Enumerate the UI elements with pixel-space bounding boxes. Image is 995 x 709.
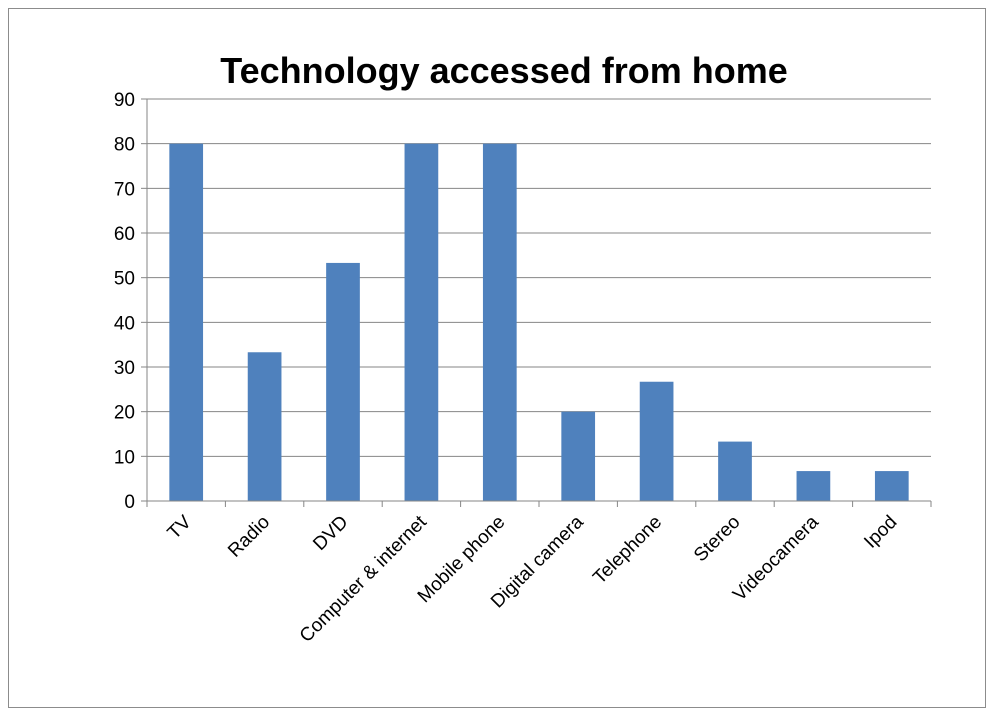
y-tick-label: 70 <box>114 179 135 200</box>
x-category-label: Stereo <box>690 512 744 566</box>
y-tick-label: 50 <box>114 269 135 290</box>
x-category-label: Radio <box>224 512 274 562</box>
y-tick-label: 10 <box>114 447 135 468</box>
bar-tv <box>169 143 204 501</box>
bar-dvd <box>326 262 360 501</box>
bar-stereo <box>718 441 752 501</box>
y-tick-labels: 0 10 20 30 40 50 60 70 80 90 <box>114 90 135 513</box>
bar-ipod <box>874 471 909 501</box>
y-tick-label: 60 <box>114 224 135 245</box>
axes <box>141 98 932 507</box>
x-category-label: Telephone <box>589 512 666 589</box>
bar-digital-camera <box>561 411 596 501</box>
bar-telephone <box>639 381 674 501</box>
y-tick-label: 80 <box>114 135 135 156</box>
x-category-label: DVD <box>309 512 352 555</box>
y-tick-label: 20 <box>114 403 135 424</box>
chart-title: Technology accessed from home <box>220 50 788 91</box>
bars <box>169 143 909 501</box>
bar-mobile-phone <box>482 143 517 501</box>
bar-radio <box>247 352 282 501</box>
chart-frame: Technology accessed from home 0 10 20 30 40 5… <box>8 8 986 708</box>
bar-chart: Technology accessed from home 0 10 20 30 40 5… <box>114 50 932 647</box>
y-tick-label: 40 <box>114 313 135 334</box>
bar-videocamera <box>796 471 831 501</box>
x-category-label: Ipod <box>860 512 901 553</box>
x-category-label: Computer & internet <box>296 511 432 647</box>
y-tick-label: 90 <box>114 90 135 111</box>
y-tick-label: 30 <box>114 358 135 379</box>
bar-computer-internet <box>404 143 439 501</box>
y-tick-label: 0 <box>124 492 135 513</box>
x-category-label: TV <box>164 511 196 543</box>
